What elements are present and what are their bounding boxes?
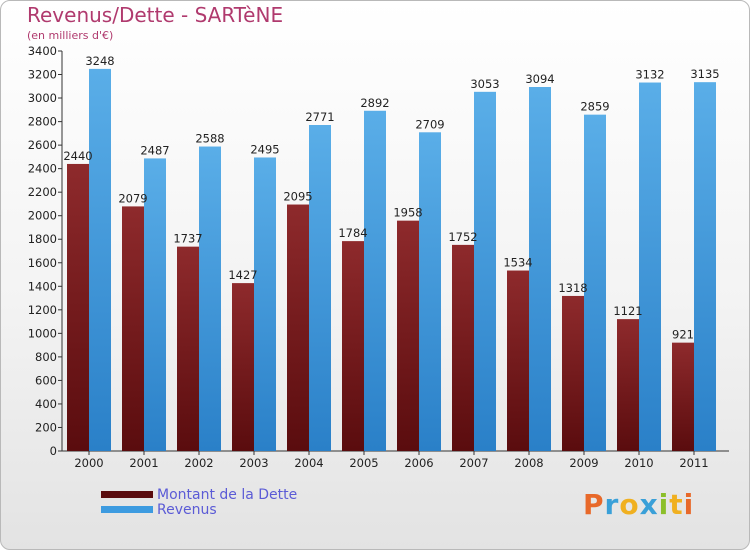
bar-debt <box>287 204 309 451</box>
y-tick-label: 800 <box>35 350 57 364</box>
bar-revenus <box>529 87 551 451</box>
y-tick-label: 2800 <box>28 115 57 129</box>
labels-layer: 2440 3248 2079 2487 1737 2588 1427 2495 2095 2771… <box>63 54 719 342</box>
bar-revenus <box>584 114 606 451</box>
bar-debt <box>397 220 419 451</box>
data-label-debt: 1737 <box>173 232 202 246</box>
logo-letter: r <box>604 488 620 521</box>
data-label-debt: 1427 <box>228 268 257 282</box>
y-tick-label: 200 <box>35 420 57 434</box>
x-tick-label: 2010 <box>624 456 653 470</box>
legend-swatch-revenus <box>101 506 153 513</box>
x-tick-label: 2002 <box>184 456 213 470</box>
bar-revenus <box>694 82 716 452</box>
logo-letter: t <box>669 488 684 521</box>
bar-revenus <box>254 157 276 451</box>
logo-letter: x <box>639 488 659 521</box>
bar-revenus <box>89 68 111 451</box>
data-label-debt: 921 <box>672 328 694 342</box>
x-tick-label: 2001 <box>129 456 158 470</box>
data-label-debt: 1958 <box>393 206 422 220</box>
y-tick-label: 400 <box>35 397 57 411</box>
data-label-debt: 1784 <box>338 226 367 240</box>
axes-layer: 0 200 400 600 800 1000 1200 1400 1600 1800 2000 220… <box>28 44 729 470</box>
legend-swatch-debt <box>101 491 153 498</box>
x-tick-label: 2011 <box>679 456 708 470</box>
bar-debt <box>617 319 639 451</box>
data-label-revenus: 2588 <box>195 132 224 146</box>
bar-debt <box>452 244 474 451</box>
legend-label-debt: Montant de la Dette <box>157 487 298 503</box>
data-label-revenus: 2859 <box>580 100 609 114</box>
x-tick-label: 2005 <box>349 456 378 470</box>
data-label-revenus: 2495 <box>250 142 279 156</box>
y-tick-label: 1800 <box>28 232 57 246</box>
y-tick-label: 0 <box>50 444 57 458</box>
bar-debt <box>672 342 694 451</box>
y-tick-label: 1400 <box>28 279 57 293</box>
logo-letter: P <box>583 488 605 521</box>
bar-revenus <box>474 91 496 451</box>
bar-debt <box>122 206 144 451</box>
data-label-revenus: 2709 <box>415 117 444 131</box>
bar-debt <box>507 270 529 451</box>
y-tick-label: 2600 <box>28 138 57 152</box>
bar-revenus <box>199 146 221 451</box>
y-tick-label: 1200 <box>28 303 57 317</box>
data-label-revenus: 3248 <box>85 54 114 68</box>
x-tick-label: 2008 <box>514 456 543 470</box>
bar-debt <box>67 163 89 452</box>
y-tick-label: 2400 <box>28 162 57 176</box>
data-label-debt: 1121 <box>613 304 642 318</box>
data-label-revenus: 3135 <box>690 67 719 81</box>
data-label-debt: 1534 <box>503 256 532 270</box>
x-tick-label: 2006 <box>404 456 433 470</box>
bar-revenus <box>144 158 166 452</box>
y-tick-label: 1600 <box>28 256 57 270</box>
data-label-revenus: 3094 <box>525 72 554 86</box>
y-tick-label: 600 <box>35 373 57 387</box>
legend-label-revenus: Revenus <box>157 502 217 518</box>
bar-debt <box>177 246 199 451</box>
bars-layer <box>67 68 716 452</box>
data-label-revenus: 3132 <box>635 68 664 82</box>
data-label-revenus: 2892 <box>360 96 389 110</box>
data-label-debt: 2095 <box>283 190 312 204</box>
y-tick-label: 2000 <box>28 209 57 223</box>
logo-letter: i <box>683 488 695 521</box>
bar-revenus <box>419 132 441 451</box>
chart-subtitle: (en milliers d'€) <box>27 29 114 42</box>
bar-debt <box>342 241 364 451</box>
data-label-revenus: 3053 <box>470 77 499 91</box>
bar-revenus <box>364 110 386 451</box>
logo-letter: i <box>658 488 670 521</box>
data-label-debt: 2440 <box>63 149 92 163</box>
data-label-debt: 2079 <box>118 191 147 205</box>
chart-title: Revenus/Dette - SARTèNE <box>27 3 284 27</box>
data-label-revenus: 2487 <box>140 143 169 157</box>
bar-revenus <box>639 82 661 451</box>
x-tick-label: 2009 <box>569 456 598 470</box>
bar-debt <box>232 283 254 451</box>
proxiti-logo: Proxiti <box>583 488 694 521</box>
y-tick-label: 2200 <box>28 185 57 199</box>
logo-letter: o <box>619 488 640 521</box>
x-tick-label: 2003 <box>239 456 268 470</box>
bar-revenus <box>309 125 331 451</box>
x-tick-label: 2000 <box>74 456 103 470</box>
y-tick-label: 3000 <box>28 91 57 105</box>
y-tick-label: 1000 <box>28 326 57 340</box>
x-tick-label: 2004 <box>294 456 323 470</box>
data-label-debt: 1318 <box>558 281 587 295</box>
y-tick-label: 3200 <box>28 68 57 82</box>
bar-debt <box>562 295 584 451</box>
data-label-revenus: 2771 <box>305 110 334 124</box>
data-label-debt: 1752 <box>448 230 477 244</box>
x-tick-label: 2007 <box>459 456 488 470</box>
y-tick-label: 3400 <box>28 44 57 58</box>
